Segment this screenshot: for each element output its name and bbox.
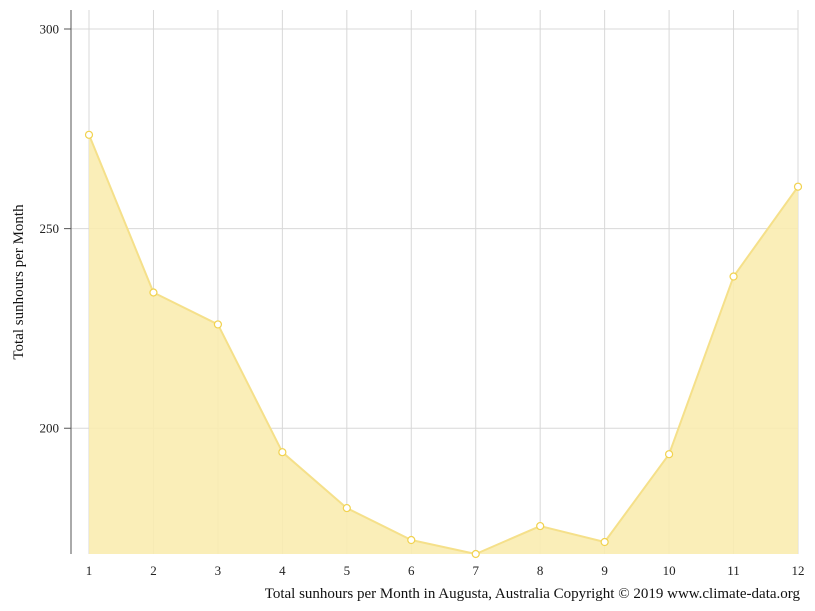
y-tick-label: 200: [40, 421, 60, 436]
x-axis-ticks: 1 2 3 4 5 6 7 8 9 10 11 12: [86, 563, 805, 578]
data-point: [84, 130, 94, 139]
data-point: [536, 521, 545, 531]
x-tick-label: 12: [792, 563, 805, 578]
data-point: [793, 182, 803, 191]
x-tick-label: 7: [472, 563, 479, 578]
x-tick-label: 6: [408, 563, 415, 578]
data-point: [664, 450, 674, 459]
x-tick-label: 2: [150, 563, 157, 578]
x-tick-label: 9: [601, 563, 608, 578]
x-tick-label: 8: [537, 563, 544, 578]
sunhours-area: [89, 134, 798, 555]
x-tick-label: 3: [215, 563, 222, 578]
x-tick-label: 10: [663, 563, 676, 578]
data-point: [149, 288, 158, 297]
sunhours-line: [88, 134, 799, 555]
y-tick-label: 300: [40, 22, 60, 37]
x-tick-label: 4: [279, 563, 286, 578]
y-axis-ticks: 200 250 300: [40, 22, 71, 436]
chart-caption: Total sunhours per Month in Augusta, Aus…: [265, 586, 801, 602]
data-point: [729, 272, 738, 281]
y-tick-label: 250: [40, 221, 60, 236]
data-point: [278, 448, 287, 457]
x-tick-label: 1: [86, 563, 93, 578]
y-axis-title: Total sunhours per Month: [11, 204, 27, 360]
data-point: [213, 320, 223, 329]
data-point: [600, 537, 609, 547]
data-points: [84, 130, 803, 559]
data-point: [342, 503, 351, 513]
x-tick-label: 11: [727, 563, 740, 578]
data-point: [407, 535, 416, 545]
x-tick-label: 5: [344, 563, 351, 578]
data-point: [471, 549, 480, 559]
